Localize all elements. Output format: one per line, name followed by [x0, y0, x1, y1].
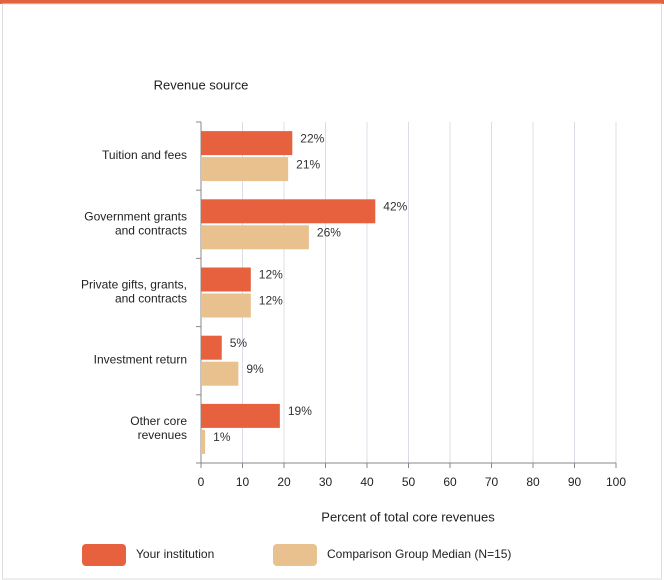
- x-tick-label: 50: [402, 475, 416, 489]
- bar: [201, 335, 222, 360]
- x-tick-label: 10: [236, 475, 250, 489]
- value-label: 12%: [259, 294, 283, 308]
- legend-label: Comparison Group Median (N=15): [327, 547, 511, 561]
- legend-swatch: [273, 544, 317, 566]
- top-accent: [0, 0, 664, 4]
- value-label: 5%: [230, 336, 248, 350]
- bar: [201, 267, 251, 292]
- value-label: 12%: [259, 268, 283, 282]
- y-tick-label-line: Private gifts, grants,: [81, 278, 187, 292]
- legend-swatch: [82, 544, 126, 566]
- y-tick-label-line: and contracts: [115, 223, 187, 237]
- bar: [201, 429, 206, 454]
- x-tick-label: 40: [360, 475, 374, 489]
- y-tick-label-line: Other core: [130, 414, 187, 428]
- bar: [201, 361, 239, 386]
- x-tick-label: 20: [277, 475, 291, 489]
- x-tick-label: 30: [319, 475, 333, 489]
- bar: [201, 157, 289, 182]
- y-axis-title: Revenue source: [154, 77, 249, 92]
- bar: [201, 403, 280, 428]
- value-label: 21%: [296, 157, 320, 171]
- card-border: [2, 3, 662, 580]
- value-label: 1%: [213, 430, 231, 444]
- y-tick-label-line: Government grants: [84, 209, 187, 223]
- y-tick-label: Tuition and fees: [102, 148, 187, 162]
- value-label: 9%: [246, 362, 264, 376]
- x-tick-label: 70: [485, 475, 499, 489]
- value-label: 42%: [383, 199, 407, 213]
- y-tick-label-line: Investment return: [94, 353, 187, 367]
- bar: [201, 225, 309, 250]
- x-tick-label: 100: [606, 475, 626, 489]
- bar: [201, 293, 251, 318]
- x-tick-label: 80: [526, 475, 540, 489]
- bar: [201, 131, 293, 156]
- y-tick-label-line: revenues: [138, 428, 187, 442]
- y-tick-label-line: and contracts: [115, 292, 187, 306]
- y-tick-label: Private gifts, grants, and contracts: [81, 278, 187, 306]
- x-tick-label: 90: [568, 475, 582, 489]
- value-label: 19%: [288, 404, 312, 418]
- legend-label: Your institution: [136, 547, 214, 561]
- x-axis-title: Percent of total core revenues: [321, 509, 495, 524]
- x-tick-label: 0: [198, 475, 205, 489]
- value-label: 22%: [300, 131, 324, 145]
- y-tick-label: Investment return: [94, 353, 187, 367]
- value-label: 26%: [317, 225, 341, 239]
- y-tick-label: Other core revenues: [130, 414, 187, 442]
- y-tick-label-line: Tuition and fees: [102, 148, 187, 162]
- x-tick-label: 60: [443, 475, 457, 489]
- bar: [201, 199, 376, 224]
- y-tick-label: Government grants and contracts: [84, 209, 187, 237]
